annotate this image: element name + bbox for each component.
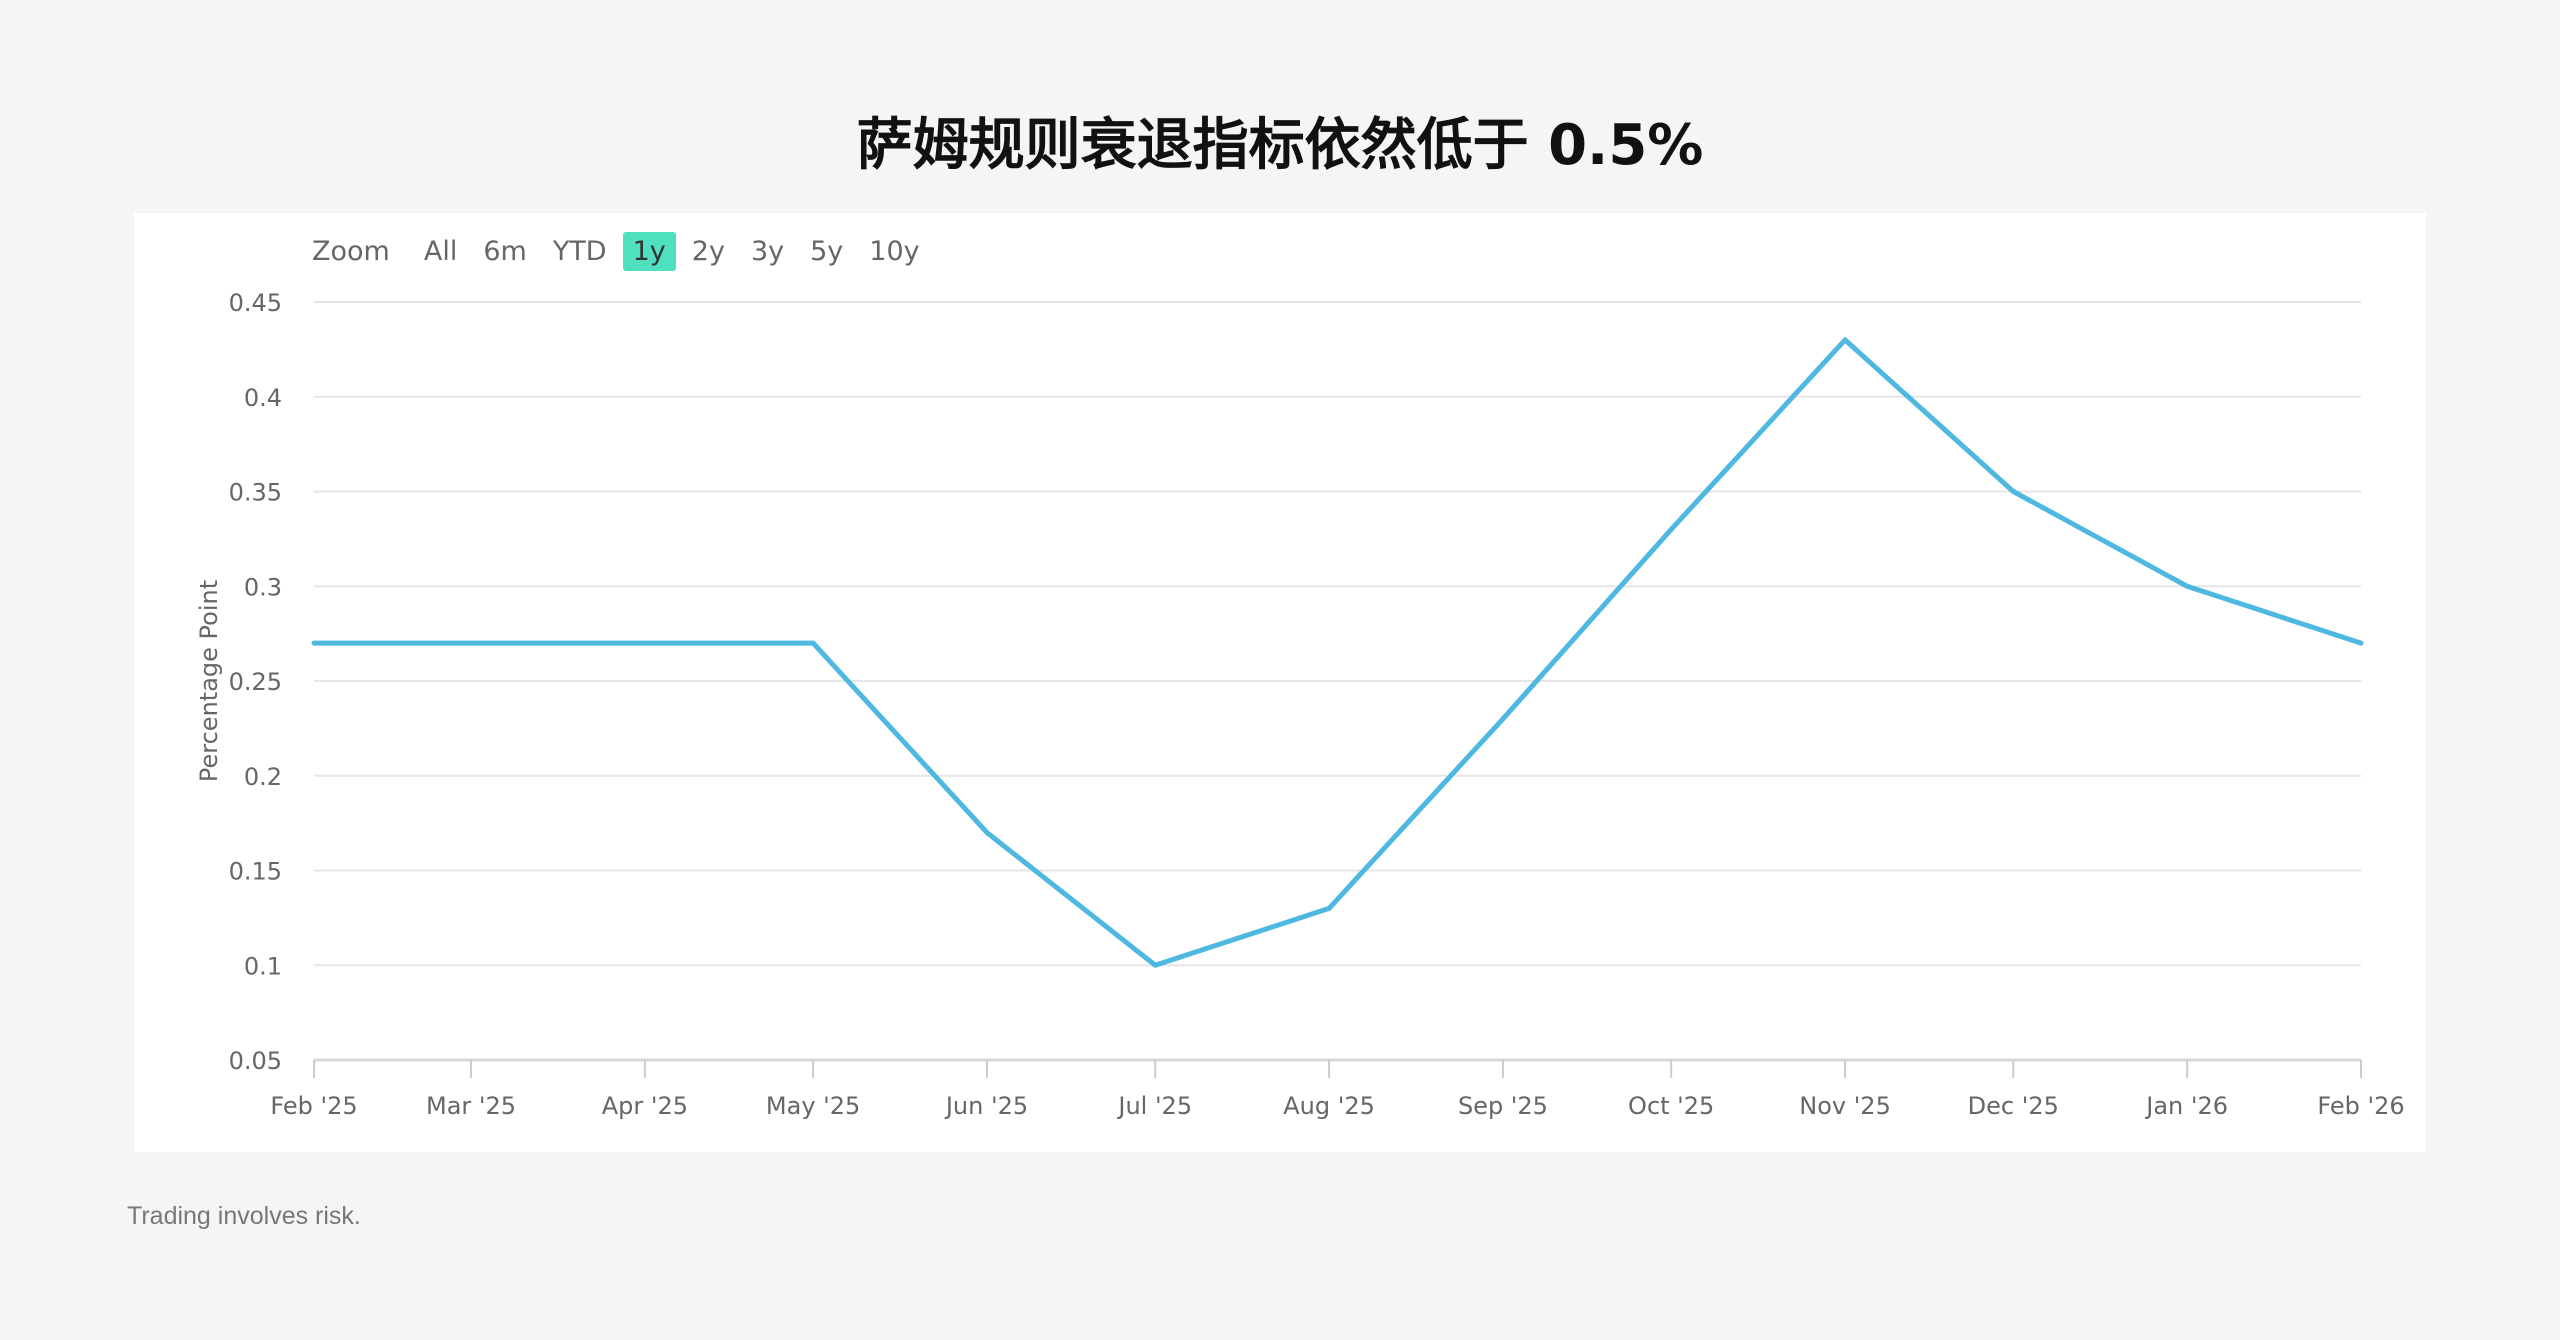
x-tick-label: May '25 — [766, 1092, 860, 1120]
x-tick-label: Jul '25 — [1116, 1092, 1192, 1120]
x-tick-label: Aug '25 — [1283, 1092, 1375, 1120]
x-tick-label: Apr '25 — [602, 1092, 688, 1120]
data-point — [468, 640, 474, 646]
zoom-button-3y[interactable]: 3y — [750, 235, 785, 267]
zoom-range-selector: Zoom All 6m YTD 1y 2y 3y 5y 10y — [312, 229, 936, 273]
data-point — [1326, 905, 1332, 911]
zoom-button-5y[interactable]: 5y — [810, 235, 844, 267]
y-tick-label: 0.1 — [244, 952, 282, 980]
x-tick-label: Mar '25 — [426, 1092, 516, 1120]
y-tick-label: 0.05 — [229, 1047, 282, 1075]
page-title: 萨姆规则衰退指标依然低于 0.5% — [856, 113, 1704, 178]
y-tick-label: 0.2 — [244, 763, 282, 791]
x-tick-label: Dec '25 — [1968, 1092, 2059, 1120]
x-tick-label: Feb '26 — [2317, 1092, 2404, 1120]
x-tick-label: Jun '25 — [944, 1092, 1028, 1120]
data-point — [2358, 640, 2364, 646]
y-tick-label: 0.35 — [229, 479, 282, 507]
zoom-button-6m[interactable]: 6m — [483, 235, 527, 267]
y-tick-label: 0.25 — [229, 668, 282, 696]
zoom-button-10y[interactable]: 10y — [869, 235, 920, 267]
x-tick-label: Oct '25 — [1628, 1092, 1714, 1120]
zoom-label: Zoom — [312, 235, 390, 267]
zoom-button-all[interactable]: All — [423, 235, 458, 267]
y-tick-label: 0.3 — [244, 573, 282, 601]
data-point — [1842, 337, 1848, 343]
zoom-button-2y[interactable]: 2y — [691, 235, 725, 267]
data-point — [642, 640, 648, 646]
data-point — [1500, 716, 1506, 722]
y-tick-label: 0.15 — [229, 858, 282, 886]
y-tick-label: 0.4 — [244, 384, 282, 412]
chart-card — [134, 213, 2426, 1152]
data-point — [2184, 583, 2190, 589]
x-tick-label: Feb '25 — [270, 1092, 357, 1120]
risk-disclaimer: Trading involves risk. — [127, 1202, 361, 1230]
y-tick-label: 0.45 — [229, 289, 282, 317]
x-tick-label: Nov '25 — [1799, 1092, 1891, 1120]
data-point — [984, 830, 990, 836]
data-point — [1152, 962, 1158, 968]
x-tick-label: Sep '25 — [1458, 1092, 1548, 1120]
data-point — [1668, 526, 1674, 532]
x-tick-label: Jan '26 — [2144, 1092, 2228, 1120]
data-point — [311, 640, 317, 646]
data-point — [2010, 489, 2016, 494]
zoom-button-ytd[interactable]: YTD — [552, 235, 607, 267]
zoom-button-1y[interactable]: 1y — [622, 231, 676, 271]
y-axis-label: Percentage Point — [195, 580, 223, 782]
data-point — [810, 640, 816, 646]
